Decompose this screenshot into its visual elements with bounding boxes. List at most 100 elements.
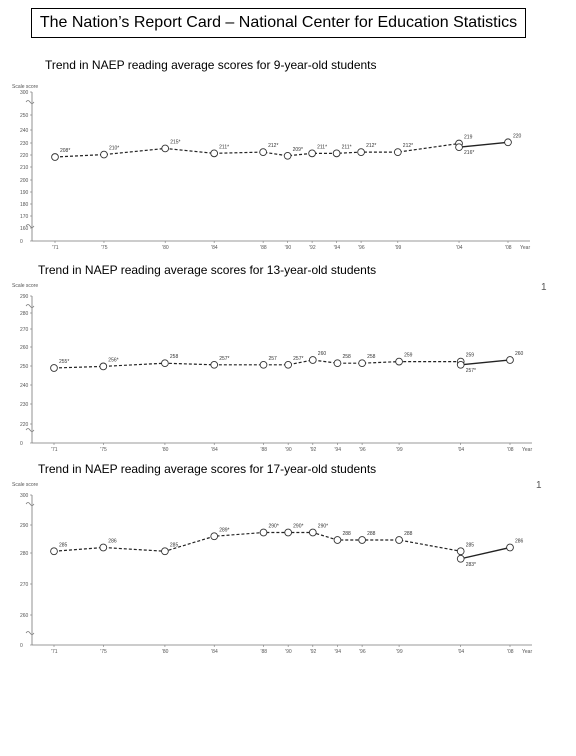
y-axis-label: Scale score xyxy=(12,283,38,289)
data-label: 258 xyxy=(342,354,351,360)
data-label: 210* xyxy=(109,146,119,152)
x-tick-label: '08 xyxy=(505,245,512,251)
y-tick-label: 250 xyxy=(20,113,29,119)
y-tick-label: 290 xyxy=(20,523,29,529)
axis-break xyxy=(25,631,35,635)
x-tick-label: '92 xyxy=(309,245,316,251)
data-label: 290* xyxy=(293,524,303,530)
x-tick-label: '88 xyxy=(261,447,268,453)
x-tick-label: '94 xyxy=(334,649,341,655)
axis-break xyxy=(25,224,35,228)
x-tick-label: '04 xyxy=(458,447,465,453)
chart-title-9yo: Trend in NAEP reading average scores for… xyxy=(45,58,377,72)
data-point xyxy=(100,150,108,159)
series-line-solid xyxy=(458,141,509,148)
x-tick-label: '84 xyxy=(211,649,218,655)
x-tick-label: '84 xyxy=(211,245,218,251)
x-tick-label: '80 xyxy=(162,447,169,453)
data-point xyxy=(358,359,366,368)
data-point xyxy=(455,143,463,152)
data-point xyxy=(210,360,219,369)
y-tick-label: 190 xyxy=(20,190,29,196)
data-point xyxy=(259,528,268,537)
data-label: 211* xyxy=(342,144,352,150)
x-tick-label: '71 xyxy=(51,447,58,453)
y-tick-label: 240 xyxy=(20,383,29,389)
data-label: 212* xyxy=(403,143,413,149)
x-tick-label: '71 xyxy=(51,649,58,655)
series-line-dashed xyxy=(54,142,460,158)
data-point xyxy=(395,357,403,366)
data-label: 289* xyxy=(219,527,229,533)
y-tick-label: 280 xyxy=(20,551,29,557)
data-point xyxy=(506,356,514,364)
y-tick-label: 260 xyxy=(20,613,29,619)
axis-break xyxy=(25,100,35,104)
y-tick-label: 290 xyxy=(20,294,29,300)
data-point xyxy=(99,543,108,552)
data-point xyxy=(357,148,365,156)
x-tick-label: '96 xyxy=(358,245,365,251)
y-tick-label: 260 xyxy=(20,345,29,351)
y-tick-label: 0 xyxy=(20,441,23,447)
x-tick-label: '84 xyxy=(211,447,218,453)
chart-title-17yo: Trend in NAEP reading average scores for… xyxy=(38,462,377,476)
data-point xyxy=(358,536,366,544)
data-label: 257* xyxy=(293,356,303,362)
data-label: 258 xyxy=(170,354,179,360)
x-tick-label: '08 xyxy=(507,649,514,655)
data-label: 258 xyxy=(367,354,376,360)
x-tick-label: '75 xyxy=(100,649,107,655)
data-label: 285 xyxy=(466,542,475,548)
data-point xyxy=(161,359,169,368)
x-tick-label: '94 xyxy=(334,245,341,251)
data-label: 286 xyxy=(108,539,117,545)
axis-break xyxy=(25,428,35,432)
data-label: 212* xyxy=(268,143,278,149)
data-label: 219 xyxy=(464,135,473,141)
report-card-banner: The Nation’s Report Card – National Cent… xyxy=(31,8,526,38)
data-point xyxy=(50,364,58,372)
x-tick-label: '90 xyxy=(285,245,292,251)
data-point xyxy=(456,360,465,369)
y-tick-label: 300 xyxy=(20,493,29,499)
y-tick-label: 280 xyxy=(20,311,29,317)
y-tick-label: 180 xyxy=(20,202,29,208)
data-point xyxy=(333,359,342,368)
x-tick-label: '96 xyxy=(359,649,366,655)
page-mark: 1 xyxy=(541,282,547,293)
data-point xyxy=(283,151,292,160)
x-tick-label: '92 xyxy=(310,447,317,453)
x-tick-label: '99 xyxy=(396,447,403,453)
data-label: 288 xyxy=(342,531,351,537)
data-label: 260 xyxy=(318,351,327,357)
data-label: 257* xyxy=(466,368,476,374)
series-line-solid xyxy=(460,546,511,560)
x-axis-label: Year xyxy=(522,649,532,655)
chart-title-13yo: Trend in NAEP reading average scores for… xyxy=(38,263,377,277)
data-label: 220 xyxy=(513,133,522,139)
data-label: 286 xyxy=(515,539,524,545)
data-point xyxy=(161,144,170,153)
data-label: 257 xyxy=(269,356,278,362)
page-mark: 1 xyxy=(536,480,542,491)
data-label: 285 xyxy=(59,542,68,548)
data-point xyxy=(99,362,108,371)
x-tick-label: '92 xyxy=(310,649,317,655)
y-tick-label: 0 xyxy=(20,643,23,649)
y-axis-label: Scale score xyxy=(12,482,38,488)
data-point xyxy=(332,149,341,158)
data-label: 212* xyxy=(366,143,376,149)
data-point xyxy=(456,547,465,556)
y-axis-label: Scale score xyxy=(12,84,38,90)
x-tick-label: '04 xyxy=(458,649,465,655)
x-tick-label: '08 xyxy=(507,447,514,453)
x-tick-label: '90 xyxy=(285,649,292,655)
data-point xyxy=(308,356,317,364)
data-point xyxy=(210,532,219,541)
data-label: 215* xyxy=(170,139,180,145)
data-label: 257* xyxy=(219,356,229,362)
data-point xyxy=(284,528,293,537)
data-point xyxy=(284,360,293,369)
